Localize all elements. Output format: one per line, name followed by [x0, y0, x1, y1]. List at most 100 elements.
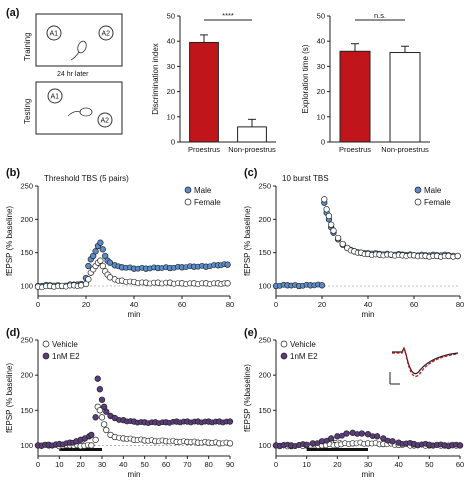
testing-label: Testing: [23, 99, 32, 124]
chart-e: 100 150 200 250 0 10 20 30 40 50 60 min fEPSP (%base…: [243, 336, 464, 480]
y-tick-label: 200: [258, 215, 271, 224]
legend-label: Vehicle: [290, 340, 316, 349]
data-point: [98, 396, 106, 403]
data-point: [318, 282, 326, 289]
chart-b: 100 150 200 250 0 20 40 60 80 min fEPSP (% baselin…: [5, 174, 234, 319]
category-label: Proestrus: [188, 145, 220, 154]
training-label: Training: [23, 32, 32, 61]
y-tick-label: 200: [20, 215, 33, 224]
panel-letter-c: (c): [244, 167, 258, 179]
chart-title: Threshold TBS (5 pairs): [44, 174, 129, 183]
data-point: [321, 196, 328, 203]
y-tick-label: 40: [167, 37, 175, 46]
x-tick-label: 0: [36, 300, 40, 309]
testing-object-a2-label: A2: [101, 118, 110, 125]
y-axis-label: fEPSP (% baseline): [5, 206, 14, 276]
bar: [237, 126, 267, 143]
legend-label: Female: [424, 198, 451, 207]
y-tick-label: 100: [20, 282, 33, 291]
legend-marker: [414, 198, 422, 206]
y-tick-label: 250: [258, 182, 271, 191]
panel-letter-d: (d): [6, 327, 20, 339]
legend-label: Vehicle: [52, 340, 78, 349]
x-tick-label: 40: [394, 460, 402, 469]
data-point: [85, 262, 92, 270]
legend-label: Male: [424, 186, 442, 195]
later-label: 24 hr later: [57, 71, 89, 78]
data-point: [96, 386, 104, 393]
training-object-a1: [46, 25, 62, 41]
legend-label: 1nM E2: [52, 352, 80, 361]
data-point: [97, 257, 104, 264]
x-tick-label: 80: [226, 300, 234, 309]
data-point: [85, 276, 92, 283]
legend-marker: [42, 340, 50, 348]
testing-object-a2: [97, 112, 113, 128]
data-point: [339, 240, 346, 248]
training-mouse-icon: [70, 40, 87, 61]
x-tick-label: 0: [36, 460, 40, 469]
bar: [189, 41, 219, 143]
x-tick-label: 90: [226, 460, 234, 469]
data-point: [224, 261, 231, 268]
y-tick-label: 50: [317, 12, 325, 21]
x-axis-label: min: [362, 310, 375, 319]
legend-marker: [414, 186, 422, 194]
x-tick-label: 10: [302, 460, 310, 469]
chart-a-exploration: 0 10 20 30 40 50 Exploration time (s) Proestrus…: [301, 11, 430, 154]
y-tick-label: 20: [317, 87, 325, 96]
y-tick-label: 0: [321, 138, 325, 147]
data-point: [226, 418, 234, 425]
data-point: [98, 414, 106, 421]
data-point: [328, 221, 335, 228]
y-tick-label: 150: [258, 248, 271, 257]
series-female: [321, 196, 461, 260]
data-point: [94, 375, 101, 382]
e2-application-bar: [306, 448, 368, 451]
y-tick-label: 30: [317, 62, 325, 71]
y-tick-label: 10: [167, 112, 175, 121]
legend-marker: [280, 340, 288, 348]
training-object-a1-label: A1: [50, 31, 59, 38]
y-axis-label: fEPSP (% baseline): [243, 206, 252, 276]
x-tick-label: 70: [183, 460, 191, 469]
data-point: [358, 430, 366, 437]
legend-label: Male: [194, 186, 212, 195]
x-tick-label: 40: [130, 300, 138, 309]
y-tick-label: 50: [167, 12, 175, 21]
y-tick-label: 250: [20, 182, 33, 191]
y-tick-label: 250: [258, 336, 271, 345]
data-point: [88, 431, 95, 439]
testing-mouse-icon: [67, 107, 93, 117]
significance-label: ****: [222, 11, 234, 20]
y-tick-label: 10: [317, 112, 325, 121]
data-point: [224, 280, 231, 287]
x-tick-label: 50: [140, 460, 148, 469]
x-axis-label: min: [362, 470, 375, 479]
category-label: Non-proestrus: [228, 145, 276, 154]
x-tick-label: 20: [318, 300, 326, 309]
x-tick-label: 0: [274, 460, 278, 469]
category-label: Non-proestrus: [381, 145, 429, 154]
data-point: [325, 212, 333, 220]
x-axis-label: min: [128, 470, 141, 479]
y-tick-label: 150: [20, 248, 33, 257]
panel-letter-b: (b): [6, 167, 20, 179]
chart-d: 100 150 200 250 0 10 20 30 40 50 60 70 80 90 min fEPSP …: [5, 336, 234, 480]
data-point: [103, 408, 110, 415]
x-tick-label: 60: [456, 460, 464, 469]
data-point: [343, 430, 350, 437]
legend-label: Female: [194, 198, 221, 207]
training-object-a2: [98, 25, 114, 41]
e2-application-bar: [59, 448, 102, 451]
chart-a-discrimination: 0 10 20 30 40 50 Discrimination index Proestrus…: [151, 11, 276, 154]
data-point: [99, 246, 106, 253]
panel-letter-e: (e): [244, 327, 258, 339]
training-arena: [35, 13, 123, 67]
data-point: [334, 234, 342, 242]
data-point: [92, 248, 99, 255]
testing-object-a1-label: A1: [51, 94, 60, 101]
x-tick-label: 20: [333, 460, 341, 469]
legend-label: 1nM E2: [290, 352, 318, 361]
